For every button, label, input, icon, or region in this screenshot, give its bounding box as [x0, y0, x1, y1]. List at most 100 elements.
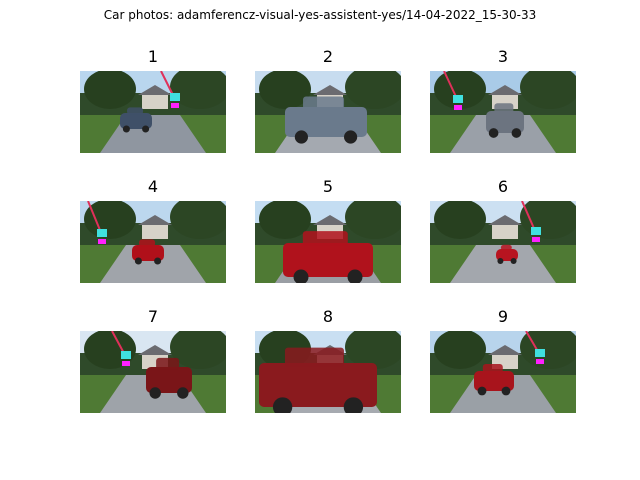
car-wheel	[154, 257, 162, 265]
scene-svg	[430, 331, 576, 413]
house-roof	[488, 215, 522, 225]
scene-svg	[430, 71, 576, 153]
house	[492, 225, 518, 239]
magenta-marker	[98, 239, 106, 244]
panel-label: 6	[497, 177, 509, 196]
magenta-marker	[454, 105, 462, 110]
car-wheel	[294, 130, 308, 144]
car	[474, 371, 514, 391]
car	[132, 245, 164, 261]
car	[259, 363, 377, 407]
tree	[170, 201, 226, 239]
scene-svg	[430, 201, 576, 283]
tree	[170, 71, 226, 109]
tree	[170, 331, 226, 369]
car-roof	[482, 364, 503, 373]
magenta-marker	[122, 361, 130, 366]
car-photo	[255, 201, 401, 283]
car-roof	[156, 357, 180, 370]
car-wheel	[134, 257, 142, 265]
tree	[520, 71, 576, 109]
tree	[345, 201, 401, 239]
panel-label: 1	[147, 47, 159, 66]
tree	[434, 331, 486, 369]
car	[146, 367, 192, 393]
car-roof	[303, 96, 345, 110]
road	[450, 115, 556, 153]
car	[496, 249, 518, 261]
car-wheel	[142, 125, 150, 133]
cyan-marker	[531, 227, 541, 235]
panel-label: 4	[147, 177, 159, 196]
photo-panel-5: 5	[255, 177, 401, 283]
tree	[434, 201, 486, 239]
magenta-marker	[171, 103, 179, 108]
panel-label: 7	[147, 307, 159, 326]
tree	[84, 331, 136, 369]
house	[142, 225, 168, 239]
tree	[345, 331, 401, 369]
photo-panel-4: 4	[80, 177, 226, 283]
tree	[520, 331, 576, 369]
house-roof	[138, 345, 172, 355]
car-wheel	[488, 128, 499, 138]
car	[285, 107, 367, 137]
car-wheel	[293, 269, 309, 283]
car-wheel	[343, 397, 364, 413]
car	[120, 113, 152, 129]
panel-label: 5	[322, 177, 334, 196]
road	[100, 245, 206, 283]
car-roof	[302, 231, 348, 247]
car-photo	[80, 331, 226, 413]
scene-svg	[255, 331, 401, 413]
car	[283, 243, 373, 277]
car-wheel	[510, 258, 517, 264]
house-roof	[138, 85, 172, 95]
car-wheel	[344, 130, 358, 144]
car-wheel	[177, 387, 189, 399]
panel-label: 2	[322, 47, 334, 66]
car-roof	[127, 107, 144, 115]
photo-panel-6: 6	[430, 177, 576, 283]
house-roof	[488, 85, 522, 95]
photo-panel-7: 7	[80, 307, 226, 413]
tree	[84, 71, 136, 109]
car-photo	[255, 331, 401, 413]
car-roof	[500, 244, 512, 251]
car-wheel	[272, 397, 293, 413]
cyan-marker	[453, 95, 463, 103]
scene-svg	[80, 201, 226, 283]
car-wheel	[122, 125, 130, 133]
car-roof	[139, 239, 156, 247]
car-photo	[430, 71, 576, 153]
house-roof	[313, 85, 347, 95]
tree	[345, 71, 401, 109]
car-photo	[255, 71, 401, 153]
cyan-marker	[121, 351, 131, 359]
car-wheel	[477, 386, 487, 396]
car-roof	[494, 103, 514, 114]
cyan-marker	[170, 93, 180, 101]
car-wheel	[497, 258, 504, 264]
scene-svg	[255, 201, 401, 283]
house	[142, 95, 168, 109]
car-wheel	[511, 128, 522, 138]
house-roof	[488, 345, 522, 355]
house-roof	[313, 215, 347, 225]
car-wheel	[501, 386, 511, 396]
photo-panel-8: 8	[255, 307, 401, 413]
photo-panel-9: 9	[430, 307, 576, 413]
cyan-marker	[97, 229, 107, 237]
car-photo	[430, 201, 576, 283]
car	[486, 111, 524, 133]
tree	[259, 201, 311, 239]
road	[450, 245, 556, 283]
figure-title: Car photos: adamferencz-visual-yes-assis…	[103, 8, 537, 22]
house-roof	[138, 215, 172, 225]
panel-label: 8	[322, 307, 334, 326]
car-photo	[430, 331, 576, 413]
magenta-marker	[536, 359, 544, 364]
tree	[434, 71, 486, 109]
magenta-marker	[532, 237, 540, 242]
photo-panel-3: 3	[430, 47, 576, 153]
